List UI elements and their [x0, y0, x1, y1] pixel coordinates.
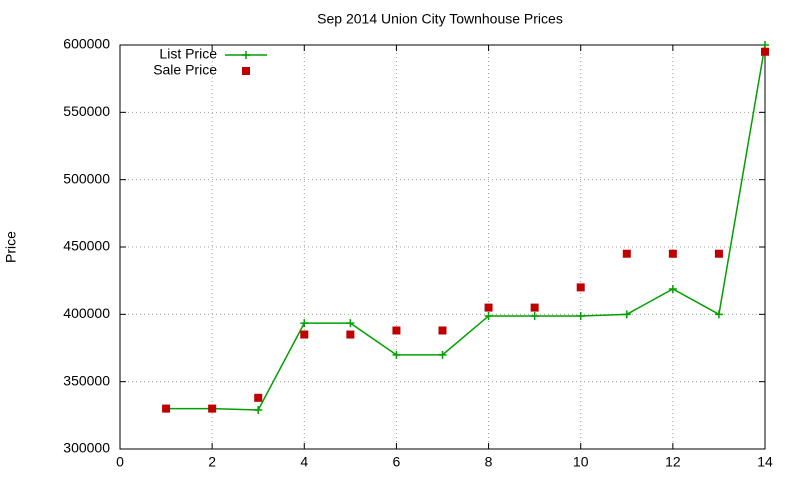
plot-border — [119, 44, 766, 450]
data-point — [714, 310, 723, 319]
y-tick-label: 400000 — [63, 305, 110, 321]
data-point — [668, 285, 677, 294]
data-point — [300, 319, 309, 328]
data-point — [254, 405, 263, 414]
series-line — [166, 44, 766, 411]
x-tick-label: 14 — [757, 454, 773, 470]
legend-swatch — [242, 51, 250, 59]
y-axis-label: Price — [3, 231, 19, 263]
data-point — [761, 41, 769, 49]
x-tick-label: 4 — [300, 454, 308, 470]
data-point — [392, 350, 401, 359]
legend-label: List Price — [159, 46, 217, 62]
data-point — [254, 393, 263, 402]
data-point — [622, 310, 631, 319]
y-tick-label: 350000 — [63, 372, 110, 388]
x-tick-label: 6 — [393, 454, 401, 470]
data-point — [300, 330, 309, 339]
data-point — [530, 311, 539, 320]
data-point — [530, 303, 539, 312]
data-point — [484, 303, 493, 312]
data-point — [392, 326, 401, 335]
data-point — [484, 311, 493, 320]
data-point — [576, 311, 585, 320]
x-tick-label: 10 — [573, 454, 589, 470]
data-point — [346, 330, 355, 339]
y-tick-label: 550000 — [63, 103, 110, 119]
data-point — [438, 326, 447, 335]
legend-label: Sale Price — [153, 62, 217, 78]
y-tick-label: 300000 — [63, 440, 110, 456]
data-point — [208, 404, 217, 413]
data-point — [714, 249, 723, 258]
data-point — [576, 283, 585, 292]
y-tick-label: 600000 — [63, 36, 110, 52]
data-point — [438, 350, 447, 359]
x-tick-label: 2 — [208, 454, 216, 470]
data-point — [668, 249, 677, 258]
y-tick-label: 500000 — [63, 170, 110, 186]
x-tick-label: 8 — [485, 454, 493, 470]
data-point — [346, 319, 355, 328]
data-point — [761, 47, 769, 56]
y-tick-label: 450000 — [63, 238, 110, 254]
legend-swatch — [242, 67, 250, 75]
data-point — [162, 404, 171, 413]
x-tick-label: 12 — [665, 454, 681, 470]
x-tick-label: 0 — [116, 454, 124, 470]
data-point — [622, 249, 631, 258]
chart-title: Sep 2014 Union City Townhouse Prices — [317, 11, 563, 27]
